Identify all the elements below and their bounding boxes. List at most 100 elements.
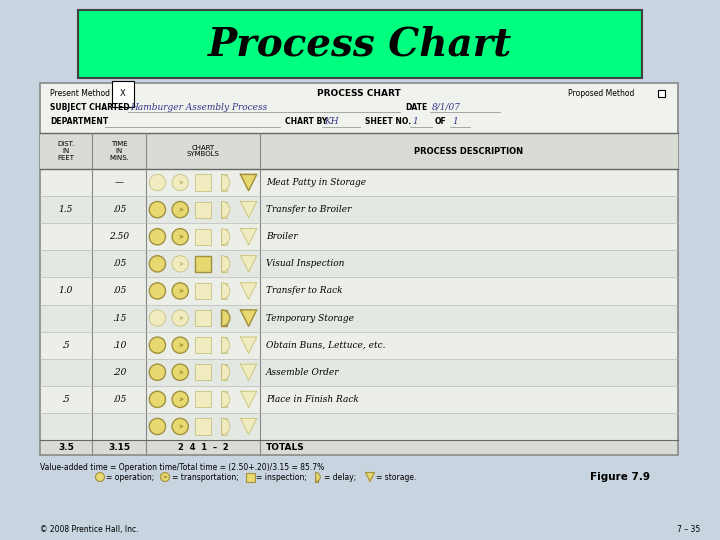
FancyBboxPatch shape bbox=[221, 228, 227, 245]
Text: Transfer to Rack: Transfer to Rack bbox=[266, 286, 343, 295]
Text: 3.5: 3.5 bbox=[58, 442, 74, 451]
Text: DEPARTMENT: DEPARTMENT bbox=[50, 118, 108, 126]
Polygon shape bbox=[240, 201, 257, 218]
Text: Meat Patty in Storage: Meat Patty in Storage bbox=[266, 178, 366, 187]
FancyBboxPatch shape bbox=[195, 174, 211, 191]
Circle shape bbox=[172, 418, 189, 435]
Circle shape bbox=[172, 228, 189, 245]
Wedge shape bbox=[222, 418, 230, 435]
FancyBboxPatch shape bbox=[195, 310, 211, 326]
Polygon shape bbox=[240, 256, 257, 272]
FancyBboxPatch shape bbox=[40, 83, 678, 455]
Text: PROCESS CHART: PROCESS CHART bbox=[317, 89, 401, 98]
Text: 2  4  1  –  2: 2 4 1 – 2 bbox=[178, 442, 228, 451]
Text: 1: 1 bbox=[412, 118, 418, 126]
Text: KH: KH bbox=[324, 118, 338, 126]
Text: TOTALS: TOTALS bbox=[266, 442, 305, 451]
Text: Hamburger Assembly Process: Hamburger Assembly Process bbox=[130, 103, 267, 111]
Text: .5: .5 bbox=[62, 341, 71, 350]
Circle shape bbox=[149, 201, 166, 218]
FancyBboxPatch shape bbox=[41, 332, 677, 359]
FancyBboxPatch shape bbox=[195, 283, 211, 299]
Text: Value-added time = Operation time/Total time = (2.50+.20)/3.15 = 85.7%: Value-added time = Operation time/Total … bbox=[40, 463, 324, 472]
Text: PROCESS DESCRIPTION: PROCESS DESCRIPTION bbox=[415, 146, 523, 156]
Text: Visual Inspection: Visual Inspection bbox=[266, 259, 344, 268]
Text: Process Chart: Process Chart bbox=[208, 25, 512, 63]
Text: —: — bbox=[114, 178, 124, 187]
Text: 1: 1 bbox=[452, 118, 458, 126]
FancyBboxPatch shape bbox=[195, 228, 211, 245]
Polygon shape bbox=[240, 174, 257, 191]
Wedge shape bbox=[222, 201, 230, 218]
Polygon shape bbox=[240, 364, 257, 380]
FancyBboxPatch shape bbox=[40, 133, 678, 169]
FancyBboxPatch shape bbox=[221, 174, 227, 191]
Text: 2.50: 2.50 bbox=[109, 232, 129, 241]
Polygon shape bbox=[240, 337, 257, 353]
Text: .05: .05 bbox=[112, 286, 126, 295]
Text: 8/1/07: 8/1/07 bbox=[432, 103, 461, 111]
Text: .20: .20 bbox=[112, 368, 126, 377]
Text: Present Method: Present Method bbox=[50, 89, 110, 98]
Circle shape bbox=[172, 310, 189, 326]
Wedge shape bbox=[316, 472, 320, 482]
FancyBboxPatch shape bbox=[221, 283, 227, 299]
Text: X: X bbox=[120, 90, 126, 98]
Wedge shape bbox=[222, 256, 230, 272]
FancyBboxPatch shape bbox=[221, 310, 227, 326]
Polygon shape bbox=[240, 391, 257, 408]
FancyBboxPatch shape bbox=[41, 278, 677, 305]
Circle shape bbox=[149, 337, 166, 353]
Text: Temporary Storage: Temporary Storage bbox=[266, 314, 354, 322]
Text: = inspection;: = inspection; bbox=[256, 472, 307, 482]
FancyBboxPatch shape bbox=[78, 10, 642, 78]
Text: CHART
SYMBOLS: CHART SYMBOLS bbox=[186, 145, 220, 158]
Wedge shape bbox=[222, 310, 230, 326]
FancyBboxPatch shape bbox=[41, 359, 677, 386]
FancyBboxPatch shape bbox=[221, 337, 227, 353]
Text: DIST.
IN
FEET: DIST. IN FEET bbox=[58, 141, 75, 161]
Circle shape bbox=[172, 174, 189, 191]
Wedge shape bbox=[222, 391, 230, 408]
Polygon shape bbox=[240, 228, 257, 245]
Circle shape bbox=[172, 391, 189, 408]
Text: SHEET NO.: SHEET NO. bbox=[365, 118, 411, 126]
FancyBboxPatch shape bbox=[41, 196, 677, 223]
Circle shape bbox=[172, 283, 189, 299]
Circle shape bbox=[149, 391, 166, 408]
Text: .5: .5 bbox=[62, 395, 71, 404]
Text: = storage.: = storage. bbox=[377, 472, 417, 482]
Polygon shape bbox=[240, 418, 257, 435]
FancyBboxPatch shape bbox=[221, 418, 227, 435]
Text: 1.5: 1.5 bbox=[59, 205, 73, 214]
FancyBboxPatch shape bbox=[221, 391, 227, 408]
Circle shape bbox=[149, 364, 166, 380]
FancyBboxPatch shape bbox=[41, 440, 677, 454]
Text: 1.0: 1.0 bbox=[59, 286, 73, 295]
Wedge shape bbox=[222, 228, 230, 245]
FancyBboxPatch shape bbox=[315, 472, 318, 482]
Circle shape bbox=[172, 201, 189, 218]
Polygon shape bbox=[240, 310, 257, 326]
Text: = operation;: = operation; bbox=[107, 472, 155, 482]
Circle shape bbox=[172, 256, 189, 272]
FancyBboxPatch shape bbox=[195, 256, 211, 272]
Circle shape bbox=[149, 174, 166, 191]
Circle shape bbox=[161, 472, 169, 482]
FancyBboxPatch shape bbox=[246, 472, 254, 482]
Circle shape bbox=[172, 364, 189, 380]
Text: Assemble Order: Assemble Order bbox=[266, 368, 340, 377]
FancyBboxPatch shape bbox=[41, 386, 677, 413]
FancyBboxPatch shape bbox=[221, 201, 227, 218]
FancyBboxPatch shape bbox=[195, 337, 211, 353]
Text: Broiler: Broiler bbox=[266, 232, 297, 241]
Wedge shape bbox=[222, 283, 230, 299]
FancyBboxPatch shape bbox=[195, 418, 211, 435]
FancyBboxPatch shape bbox=[195, 391, 211, 408]
Text: Figure 7.9: Figure 7.9 bbox=[590, 472, 650, 482]
Polygon shape bbox=[366, 472, 374, 482]
Circle shape bbox=[149, 310, 166, 326]
Circle shape bbox=[149, 283, 166, 299]
Circle shape bbox=[96, 472, 104, 482]
Text: Proposed Method: Proposed Method bbox=[568, 89, 634, 98]
